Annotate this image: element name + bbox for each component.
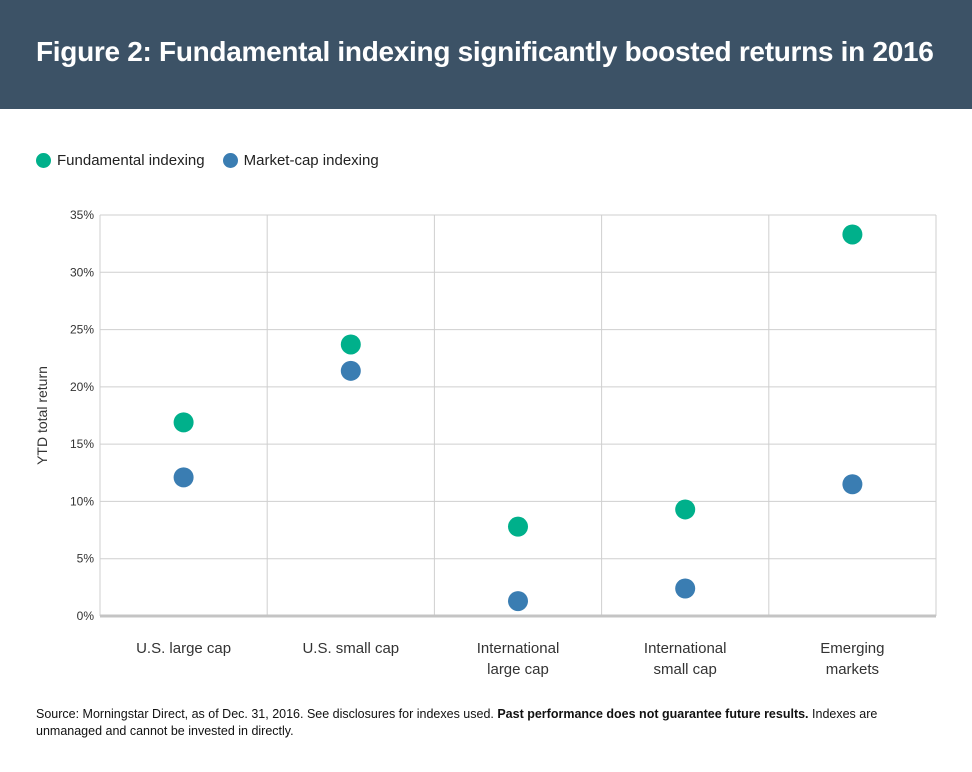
x-category-label: small cap <box>654 661 717 678</box>
point-fundamental <box>842 224 863 245</box>
source-end: Indexes are unmanaged and cannot be inve… <box>36 707 878 738</box>
y-tick-label: 30% <box>70 265 94 279</box>
scatter-chart: 0% 5% 10% 15% 20% 25% 30% 35% YTD total return U.… <box>34 208 937 678</box>
legend-label-market-cap: Market-cap indexing <box>243 151 379 169</box>
x-category-label: International <box>644 640 727 657</box>
point-fundamental <box>173 412 194 433</box>
point-fundamental <box>508 516 528 537</box>
point-fundamental <box>675 499 696 520</box>
legend: Fundamental indexing Market-cap indexing <box>36 150 397 170</box>
legend-label-fundamental: Fundamental indexing <box>57 151 205 169</box>
x-category-label: U.S. large cap <box>136 640 231 657</box>
source-text: Source: Morningstar Direct, as of Dec. 3… <box>36 707 498 721</box>
x-category-label: large cap <box>487 661 549 678</box>
header-bar: Figure 2: Fundamental indexing significa… <box>0 0 972 109</box>
point-fundamental <box>340 334 361 355</box>
legend-item-market-cap: Market-cap indexing <box>222 151 379 169</box>
point-market-cap <box>508 591 528 612</box>
point-market-cap <box>842 474 863 495</box>
point-market-cap <box>675 578 696 599</box>
y-tick-label: 35% <box>70 208 94 222</box>
y-tick-label: 0% <box>77 609 95 623</box>
source-disclaimer: Past performance does not guarantee futu… <box>497 707 809 721</box>
y-tick-label: 25% <box>70 323 94 337</box>
legend-item-fundamental: Fundamental indexing <box>36 152 205 169</box>
source-note: Source: Morningstar Direct, as of Dec. 3… <box>36 706 936 740</box>
x-category-label: International <box>477 640 560 657</box>
x-category-label: U.S. small cap <box>302 640 399 657</box>
legend-swatch-fundamental <box>36 152 51 168</box>
point-market-cap <box>173 467 194 488</box>
y-tick-label: 5% <box>77 552 95 566</box>
y-tick-label: 20% <box>70 380 94 394</box>
point-market-cap <box>340 360 361 381</box>
chart-title: Figure 2: Fundamental indexing significa… <box>36 36 934 67</box>
y-tick-label: 15% <box>70 437 94 451</box>
legend-swatch-market-cap <box>222 152 238 168</box>
y-tick-label: 10% <box>70 494 94 508</box>
y-axis-label: YTD total return <box>34 366 50 465</box>
x-category-label: Emerging <box>820 640 884 657</box>
x-category-label: markets <box>826 661 879 678</box>
